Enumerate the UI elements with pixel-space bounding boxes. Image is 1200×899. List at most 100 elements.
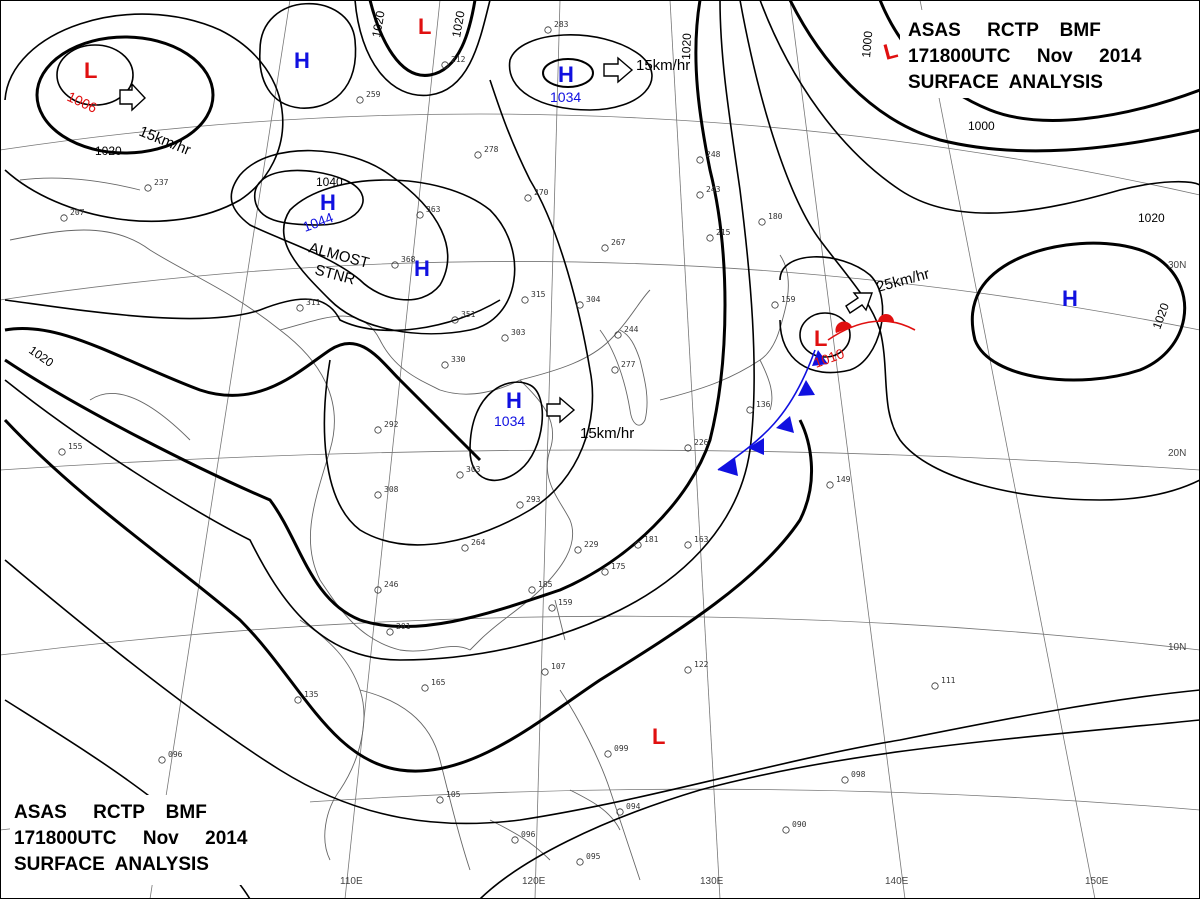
longitude-label: 150E bbox=[1085, 876, 1109, 887]
isobars bbox=[3, 0, 1200, 899]
station-marker-icon bbox=[604, 750, 612, 758]
station-marker-icon bbox=[516, 501, 524, 509]
station-pressure: 212 bbox=[451, 55, 466, 64]
isobar-label: 1020 bbox=[679, 33, 694, 60]
station-marker-icon bbox=[374, 491, 382, 499]
isobar-label: 1020 bbox=[449, 9, 467, 38]
station-pressure: 283 bbox=[554, 20, 569, 29]
station-marker-icon bbox=[931, 682, 939, 690]
station-marker-icon bbox=[421, 684, 429, 692]
station-marker-icon bbox=[548, 604, 556, 612]
station-marker-icon bbox=[356, 96, 364, 104]
station-marker-icon bbox=[436, 796, 444, 804]
station-marker-icon bbox=[601, 244, 609, 252]
latitude-label: 30N bbox=[1168, 260, 1186, 271]
station-pressure: 304 bbox=[586, 295, 601, 304]
isobar-label: 1020 bbox=[1138, 211, 1165, 225]
station-marker-icon bbox=[684, 666, 692, 674]
station-pressure: 330 bbox=[451, 355, 466, 364]
station-pressure: 293 bbox=[526, 495, 541, 504]
station-marker-icon bbox=[541, 668, 549, 676]
station-marker-icon bbox=[158, 756, 166, 764]
station-pressure: 311 bbox=[306, 298, 321, 307]
high-center-pressure: 1044 bbox=[301, 209, 336, 235]
station-marker-icon bbox=[441, 361, 449, 369]
station-pressure: 107 bbox=[551, 662, 566, 671]
station-pressure: 181 bbox=[644, 535, 659, 544]
station-marker-icon bbox=[634, 541, 642, 549]
low-center-symbol: L bbox=[881, 37, 900, 65]
station-pressure: 096 bbox=[168, 750, 183, 759]
movement-speed: 15km/hr bbox=[580, 425, 634, 442]
low-center-symbol: L bbox=[814, 326, 827, 351]
station-pressure: 248 bbox=[706, 150, 721, 159]
station-marker-icon bbox=[574, 546, 582, 554]
station-pressure: 303 bbox=[511, 328, 526, 337]
isobar-label: 1000 bbox=[859, 30, 875, 58]
station-marker-icon bbox=[294, 696, 302, 704]
longitude-label: 140E bbox=[885, 876, 909, 887]
station-marker-icon bbox=[451, 316, 459, 324]
station-marker-icon bbox=[441, 61, 449, 69]
station-pressure: 180 bbox=[768, 212, 783, 221]
station-pressure: 351 bbox=[461, 310, 476, 319]
warm-front bbox=[827, 314, 916, 341]
station-marker-icon bbox=[296, 304, 304, 312]
isobar-label: 1040 bbox=[316, 175, 343, 189]
station-marker-icon bbox=[696, 156, 704, 164]
station-pressure: 111 bbox=[941, 676, 956, 685]
station-pressure: 135 bbox=[304, 690, 319, 699]
station-pressure: 163 bbox=[694, 535, 709, 544]
low-center-symbol: L bbox=[84, 58, 97, 83]
station-pressure: 237 bbox=[154, 178, 169, 187]
low-center-symbol: L bbox=[652, 724, 665, 749]
station-marker-icon bbox=[746, 406, 754, 414]
station-pressure: 185 bbox=[538, 580, 553, 589]
station-marker-icon bbox=[501, 334, 509, 342]
station-marker-icon bbox=[524, 194, 532, 202]
isobar-label: 1020 bbox=[369, 9, 387, 38]
movement-speed: 25km/hr bbox=[875, 265, 932, 295]
station-marker-icon bbox=[60, 214, 68, 222]
station-pressure: 277 bbox=[621, 360, 636, 369]
station-marker-icon bbox=[758, 218, 766, 226]
high-center-pressure: 1034 bbox=[550, 89, 581, 105]
longitude-label: 130E bbox=[700, 876, 724, 887]
movement-arrows bbox=[119, 56, 873, 424]
movement-speed: 15km/hr bbox=[636, 57, 690, 74]
station-pressure: 099 bbox=[614, 744, 629, 753]
station-marker-icon bbox=[611, 366, 619, 374]
station-marker-icon bbox=[58, 448, 66, 456]
footer-line-3: SURFACE ANALYSIS bbox=[14, 854, 209, 875]
high-center-symbol: H bbox=[506, 388, 522, 413]
coastlines bbox=[9, 177, 789, 881]
high-center-symbol: H bbox=[558, 62, 574, 87]
movement-speed: 15km/hr bbox=[137, 123, 194, 159]
station-pressure: 149 bbox=[836, 475, 851, 484]
station-pressure: 094 bbox=[626, 802, 641, 811]
station-marker-icon bbox=[374, 426, 382, 434]
station-pressure: 363 bbox=[426, 205, 441, 214]
station-pressure: 215 bbox=[716, 228, 731, 237]
station-pressure: 165 bbox=[431, 678, 446, 687]
low-center-symbol: L bbox=[418, 14, 431, 39]
station-pressure: 244 bbox=[624, 325, 639, 334]
station-marker-icon bbox=[391, 261, 399, 269]
isobar-label: 1020 bbox=[95, 144, 122, 158]
station-pressure: 278 bbox=[484, 145, 499, 154]
station-pressure: 207 bbox=[70, 208, 85, 217]
station-marker-icon bbox=[684, 541, 692, 549]
station-marker-icon bbox=[616, 808, 624, 816]
station-pressure: 264 bbox=[471, 538, 486, 547]
station-pressure: 303 bbox=[466, 465, 481, 474]
station-pressure: 315 bbox=[531, 290, 546, 299]
station-pressure: 201 bbox=[396, 622, 411, 631]
footer-line-2: 171800UTC Nov 2014 bbox=[14, 828, 248, 849]
station-marker-icon bbox=[456, 471, 464, 479]
pressure-systems: L 1006 H L H 1034 H 1044 H H 1034 L 1010… bbox=[65, 14, 1078, 749]
station-marker-icon bbox=[386, 628, 394, 636]
high-center-symbol: H bbox=[414, 256, 430, 281]
station-pressure: 259 bbox=[366, 90, 381, 99]
